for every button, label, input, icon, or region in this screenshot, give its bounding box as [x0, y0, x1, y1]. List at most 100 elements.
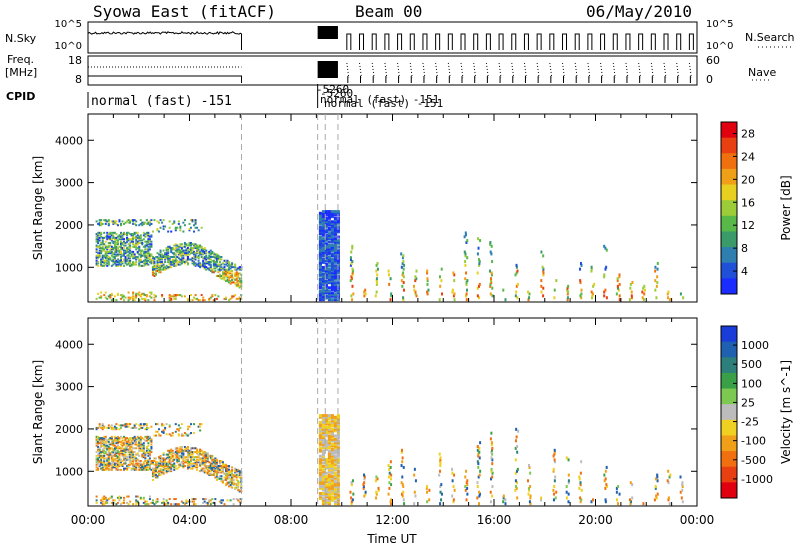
heatmap-cell — [327, 463, 331, 467]
heatmap-cell — [179, 243, 182, 246]
heatmap-cell — [203, 263, 206, 266]
heatmap-cell — [428, 488, 431, 492]
heatmap-cell — [220, 459, 223, 462]
heatmap-cell — [179, 445, 182, 448]
heatmap-cell — [542, 269, 545, 273]
heatmap-cell — [150, 235, 153, 238]
heatmap-cell — [554, 475, 557, 479]
heatmap-cell — [106, 220, 109, 223]
heatmap-cell — [150, 291, 153, 294]
heatmap-cell — [194, 253, 197, 256]
heatmap-cell — [375, 290, 378, 294]
heatmap-cell — [218, 468, 221, 471]
heatmap-cell — [321, 259, 325, 263]
heatmap-cell — [161, 457, 164, 460]
heatmap-cell — [97, 462, 100, 465]
heatmap-cell — [324, 458, 328, 462]
heatmap-cell — [235, 272, 238, 275]
heatmap-cell — [364, 288, 367, 292]
heatmap-cell — [186, 252, 189, 255]
heatmap-cell — [176, 249, 179, 252]
heatmap-cell — [104, 447, 107, 450]
heatmap-cell — [104, 498, 107, 501]
heatmap-cell — [138, 440, 141, 443]
heatmap-cell — [136, 236, 139, 239]
heatmap-cell — [185, 433, 188, 436]
heatmap-cell — [165, 462, 168, 465]
heatmap-cell — [142, 245, 145, 248]
heatmap-cell — [154, 500, 157, 503]
heatmap-cell — [180, 252, 183, 255]
heatmap-cell — [135, 459, 138, 462]
heatmap-cell — [439, 485, 442, 489]
heatmap-cell — [104, 452, 107, 455]
heatmap-cell — [121, 238, 124, 241]
heatmap-cell — [158, 264, 161, 267]
nsky-trace-pulse — [473, 33, 479, 50]
heatmap-cell — [150, 234, 153, 237]
heatmap-cell — [153, 468, 156, 471]
heatmap-cell — [439, 502, 442, 506]
heatmap-cell — [139, 253, 142, 256]
heatmap-cell — [95, 451, 98, 454]
heatmap-cell — [465, 240, 468, 244]
heatmap-cell — [196, 449, 199, 452]
heatmap-cell — [464, 231, 467, 235]
heatmap-cell — [209, 263, 212, 266]
heatmap-cell — [190, 448, 193, 451]
heatmap-cell — [95, 257, 98, 260]
heatmap-cell — [490, 456, 493, 460]
heatmap-cell — [333, 228, 337, 232]
heatmap-cell — [151, 262, 154, 265]
heatmap-cell — [130, 452, 133, 455]
heatmap-cell — [115, 249, 118, 252]
heatmap-cell — [153, 463, 156, 466]
heatmap-cell — [208, 262, 211, 265]
heatmap-cell — [491, 294, 494, 298]
heatmap-cell — [202, 259, 205, 262]
heatmap-cell — [115, 467, 118, 470]
heatmap-cell — [119, 247, 122, 250]
heatmap-cell — [191, 248, 194, 251]
heatmap-cell — [465, 298, 468, 302]
heatmap-cell — [158, 470, 161, 473]
heatmap-cell — [221, 468, 224, 471]
heatmap-cell — [188, 453, 191, 456]
heatmap-cell — [330, 276, 334, 280]
heatmap-cell — [123, 264, 126, 267]
heatmap-cell — [234, 486, 237, 489]
heatmap-cell — [182, 221, 185, 224]
heatmap-cell — [174, 229, 177, 232]
heatmap-cell — [318, 289, 322, 293]
heatmap-cell — [170, 255, 173, 258]
heatmap-cell — [333, 488, 337, 492]
heatmap-cell — [190, 249, 193, 252]
heatmap-cell — [135, 245, 138, 248]
heatmap-cell — [158, 271, 161, 274]
heatmap-cell — [97, 468, 100, 471]
heatmap-cell — [225, 275, 228, 278]
heatmap-cell — [144, 454, 147, 457]
heatmap-cell — [324, 259, 328, 263]
heatmap-cell — [161, 462, 164, 465]
heatmap-cell — [321, 257, 325, 261]
heatmap-cell — [174, 297, 177, 300]
heatmap-cell — [135, 240, 138, 243]
heatmap-cell — [193, 258, 196, 261]
heatmap-cell — [203, 264, 206, 267]
heatmap-cell — [330, 262, 334, 266]
heatmap-cell — [194, 252, 197, 255]
heatmap-cell — [171, 259, 174, 262]
heatmap-cell — [170, 449, 173, 452]
heatmap-cell — [185, 447, 188, 450]
heatmap-cell — [170, 266, 173, 269]
heatmap-cell — [565, 456, 568, 460]
heatmap-cell — [116, 292, 119, 295]
heatmap-cell — [118, 259, 121, 262]
heatmap-cell — [321, 444, 325, 448]
heatmap-cell — [132, 233, 135, 236]
heatmap-cell — [151, 268, 154, 271]
heatmap-cell — [336, 485, 340, 489]
heatmap-cell — [171, 262, 174, 265]
heatmap-cell — [113, 438, 116, 441]
